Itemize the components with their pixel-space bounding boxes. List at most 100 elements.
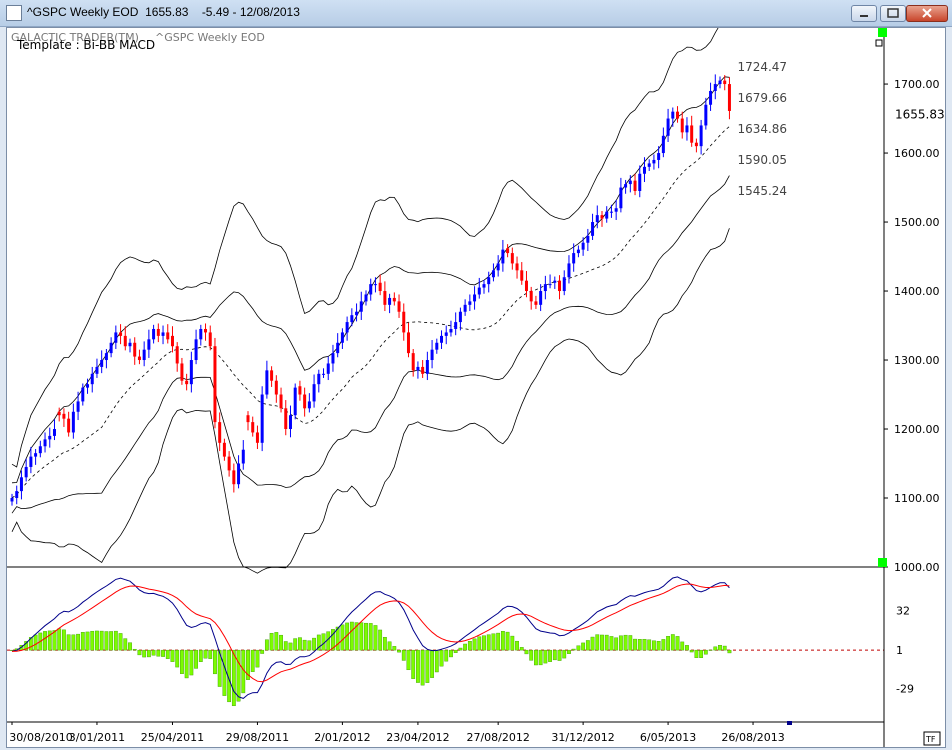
macd-histogram-bar xyxy=(208,649,213,659)
candle-body xyxy=(430,349,434,361)
macd-histogram-bar xyxy=(689,649,694,653)
candle-body xyxy=(657,153,661,160)
y-tick-label: 1400.00 xyxy=(894,285,940,298)
candle-body xyxy=(218,422,222,443)
macd-histogram-bar xyxy=(652,640,656,651)
macd-histogram-bar xyxy=(264,639,269,651)
candle-body xyxy=(383,291,387,305)
close-button[interactable] xyxy=(906,5,948,22)
macd-histogram-bar xyxy=(302,639,307,651)
macd-histogram-bar xyxy=(118,633,123,651)
macd-histogram-bar xyxy=(378,629,383,651)
candle-body xyxy=(293,387,297,416)
candle-body xyxy=(303,394,307,409)
minimize-button[interactable] xyxy=(851,5,877,22)
maximize-button[interactable] xyxy=(880,5,906,22)
macd-histogram-bar xyxy=(685,645,689,651)
macd-y-tick-label: 1 xyxy=(896,644,903,657)
candle-body xyxy=(454,322,458,329)
candle-body xyxy=(222,442,226,457)
macd-histogram-bar xyxy=(416,649,420,683)
candle-body xyxy=(57,411,61,416)
macd-histogram-bar xyxy=(486,634,491,651)
candle-body xyxy=(359,301,363,312)
candle-body xyxy=(48,435,52,440)
band-value-label: 1679.66 xyxy=(737,91,787,105)
candle-body xyxy=(600,215,604,219)
top-marker xyxy=(878,28,887,37)
macd-histogram-bar xyxy=(557,649,562,661)
candle-body xyxy=(515,263,519,271)
bottom-marker xyxy=(878,558,887,567)
x-tick-label: 29/08/2011 xyxy=(226,731,289,744)
macd-histogram-bar xyxy=(703,649,708,655)
macd-histogram-bar xyxy=(576,645,581,651)
candle-body xyxy=(29,456,33,467)
candle-body xyxy=(435,342,439,350)
candle-body xyxy=(345,322,349,333)
candle-body xyxy=(548,284,552,286)
macd-histogram-bar xyxy=(165,649,170,659)
macd-histogram-bar xyxy=(571,648,576,651)
candle-body xyxy=(397,301,401,312)
last-price-label: 1655.83 xyxy=(895,108,945,122)
y-tick-label: 1600.00 xyxy=(894,147,940,160)
macd-histogram-bar xyxy=(472,638,477,651)
macd-histogram-bar xyxy=(354,622,359,651)
macd-histogram-bar xyxy=(359,622,364,651)
macd-histogram-bar xyxy=(548,649,552,662)
macd-histogram-bar xyxy=(10,649,14,651)
macd-histogram-bar xyxy=(279,634,283,651)
macd-histogram-bar xyxy=(524,649,529,655)
macd-histogram-bar xyxy=(222,649,227,696)
macd-histogram-bar xyxy=(62,629,66,651)
y-tick-label: 1100.00 xyxy=(894,492,940,505)
band-lower-1 xyxy=(11,175,730,514)
candle-body xyxy=(614,208,618,212)
macd-histogram-bar xyxy=(335,626,340,651)
candle-body xyxy=(67,418,71,433)
macd-histogram-bar xyxy=(656,641,661,651)
macd-histogram-bar xyxy=(269,632,274,651)
chart-canvas[interactable]: 1724.47 1679.66 1634.86 1590.05 1545.24 1000… xyxy=(7,28,945,747)
macd-histogram-bar xyxy=(312,637,316,651)
x-tick-label: 31/12/2012 xyxy=(551,731,614,744)
candle-body xyxy=(147,339,151,350)
macd-histogram-bar xyxy=(675,636,680,651)
candle-body xyxy=(624,184,628,188)
candle-body xyxy=(100,360,104,367)
candle-body xyxy=(185,380,189,385)
candle-body xyxy=(15,491,19,499)
candle-body xyxy=(572,253,576,264)
candle-body xyxy=(491,270,495,278)
candle-body xyxy=(652,159,656,164)
macd-histogram-bar xyxy=(397,649,401,653)
candle-body xyxy=(373,284,377,286)
macd-histogram-bar xyxy=(368,623,373,651)
macd-signal-line xyxy=(11,583,730,683)
candle-body xyxy=(440,335,444,343)
candle-body xyxy=(104,353,108,361)
macd-histogram-bar xyxy=(628,635,633,651)
candle-body xyxy=(208,332,212,347)
macd-histogram-bar xyxy=(519,647,524,651)
macd-histogram-bar xyxy=(538,649,543,666)
candle-body xyxy=(680,118,684,133)
tf-label: TF xyxy=(925,735,936,744)
candle-body xyxy=(581,242,585,250)
macd-histogram-bar xyxy=(529,649,534,661)
macd-histogram-bar xyxy=(510,635,515,651)
macd-histogram-bar xyxy=(434,649,439,673)
scale-icon xyxy=(875,39,883,47)
candle-body xyxy=(388,297,392,305)
axes: 1000.00 1100.00 1200.00 1300.00 1400.00 1500.… xyxy=(7,28,945,747)
tf-button[interactable] xyxy=(923,731,941,746)
macd-histogram-bar xyxy=(661,639,666,651)
candle-body xyxy=(421,366,425,374)
macd-histogram-bar xyxy=(198,649,203,662)
candle-body xyxy=(317,373,321,385)
candle-body xyxy=(392,297,396,302)
macd-histogram-bar xyxy=(255,649,260,668)
macd-histogram-bar xyxy=(718,645,722,651)
candle-body xyxy=(166,332,170,340)
